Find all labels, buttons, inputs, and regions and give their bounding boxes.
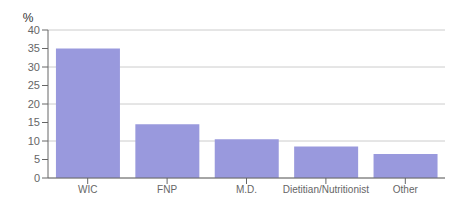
svg-text:10: 10 (28, 135, 40, 147)
svg-text:30: 30 (28, 61, 40, 73)
svg-text:FNP: FNP (157, 184, 177, 195)
svg-text:%: % (23, 11, 34, 25)
svg-text:35: 35 (28, 42, 40, 54)
svg-text:5: 5 (34, 153, 40, 165)
svg-text:Other: Other (393, 184, 419, 195)
svg-text:25: 25 (28, 79, 40, 91)
svg-text:M.D.: M.D. (236, 184, 257, 195)
svg-text:WIC: WIC (78, 184, 97, 195)
svg-text:Dietitian/Nutritionist: Dietitian/Nutritionist (283, 184, 369, 195)
svg-text:20: 20 (28, 98, 40, 110)
svg-text:15: 15 (28, 116, 40, 128)
svg-text:0: 0 (34, 172, 40, 184)
svg-text:40: 40 (28, 24, 40, 36)
